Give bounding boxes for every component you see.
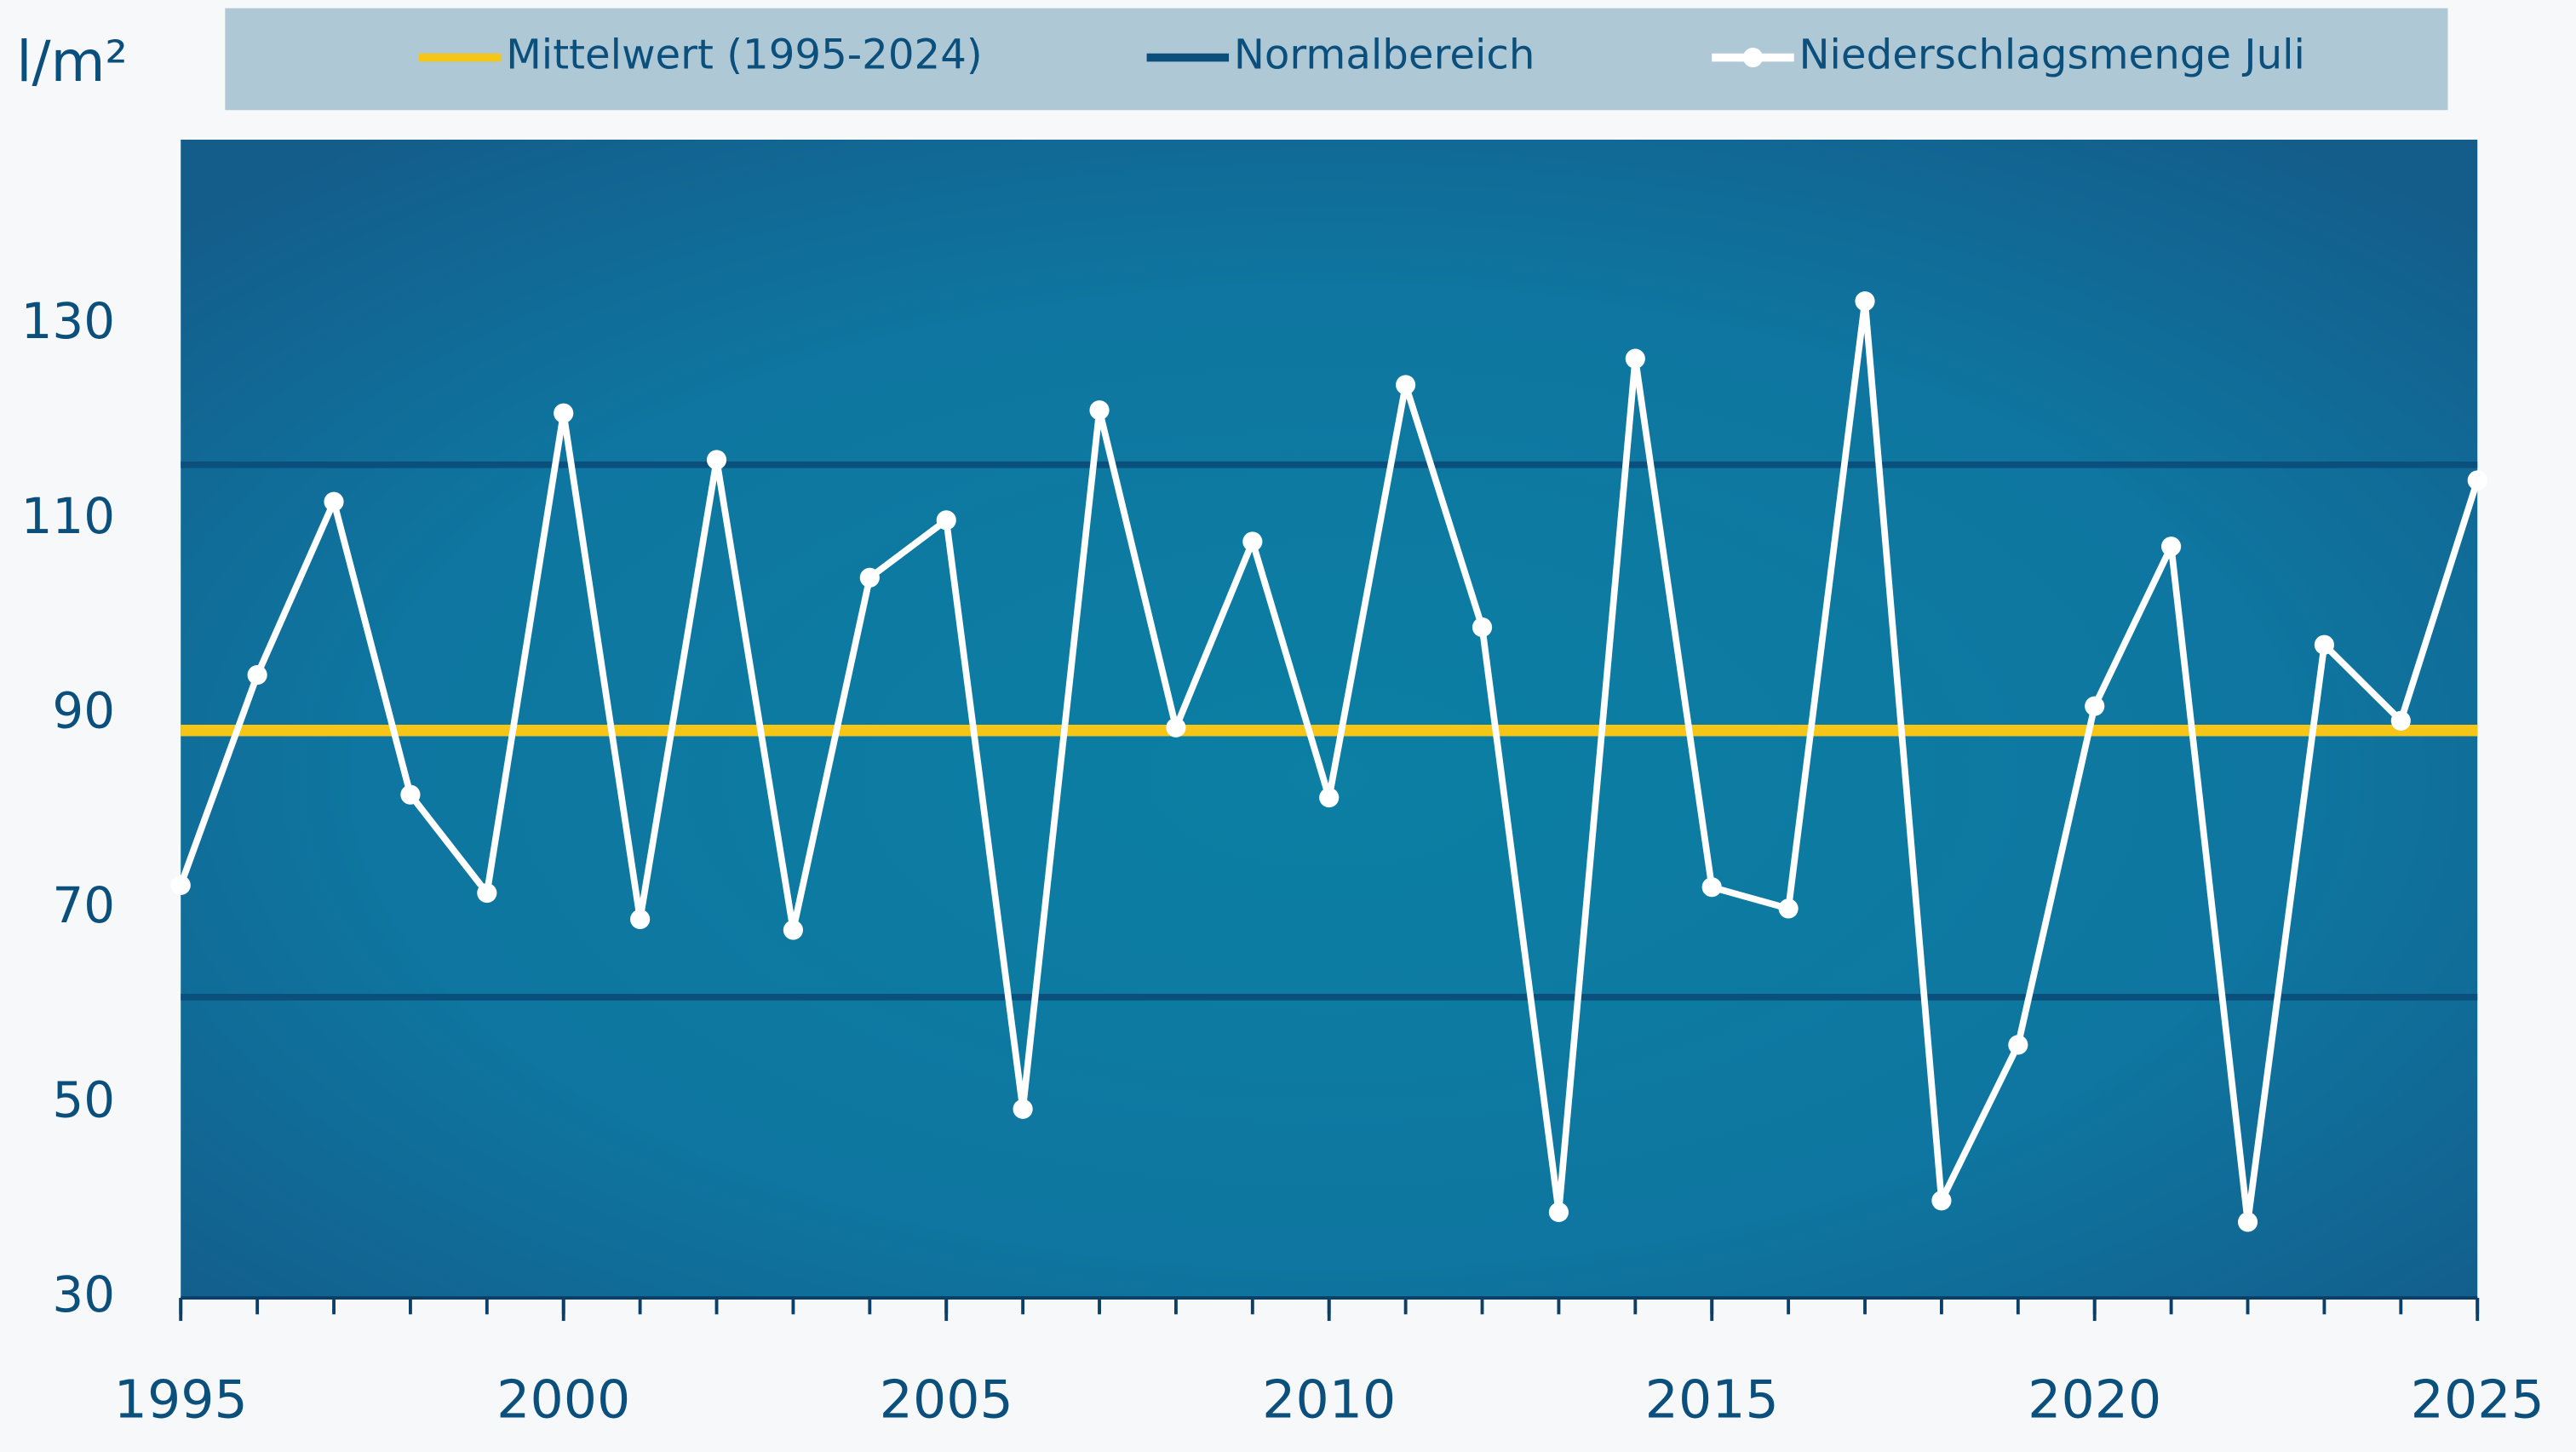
data-point: [1166, 717, 1186, 737]
data-point: [1855, 291, 1875, 312]
y-tick-label: 30: [52, 1265, 115, 1323]
data-point: [630, 909, 651, 930]
data-point: [324, 491, 344, 512]
y-tick-label: 50: [52, 1071, 115, 1129]
y-axis-label: l/m²: [16, 30, 127, 95]
data-point: [170, 875, 191, 896]
data-point: [1778, 898, 1799, 919]
x-tick-label: 2010: [1262, 1369, 1396, 1431]
legend-label: Mittelwert (1995-2024): [506, 32, 982, 79]
data-point: [1089, 400, 1110, 421]
data-point: [1548, 1202, 1569, 1223]
data-point: [1319, 788, 1340, 808]
data-point: [554, 403, 574, 423]
legend-label: Normalbereich: [1234, 32, 1535, 79]
data-point: [1931, 1191, 1952, 1211]
data-point: [706, 450, 727, 470]
data-point: [1013, 1099, 1033, 1119]
data-point: [1242, 531, 1263, 552]
data-point: [859, 567, 880, 588]
data-point: [2314, 634, 2334, 655]
data-point: [2008, 1035, 2028, 1055]
data-point: [2085, 696, 2105, 716]
y-tick-label: 130: [21, 292, 115, 350]
data-point: [2467, 470, 2487, 491]
data-point: [1625, 348, 1645, 369]
x-tick-label: 2020: [2028, 1369, 2161, 1431]
y-tick-label: 110: [21, 487, 115, 545]
y-tick-label: 70: [52, 876, 115, 934]
x-tick-label: 2025: [2411, 1369, 2544, 1431]
data-point: [400, 784, 421, 805]
data-point: [477, 883, 497, 904]
plot-area: [181, 139, 2478, 1299]
data-point: [783, 920, 804, 940]
data-point: [936, 510, 956, 531]
legend-box: [225, 8, 2448, 111]
data-point: [1701, 877, 1722, 898]
x-tick-label: 2000: [496, 1369, 630, 1431]
data-point: [2161, 537, 2182, 557]
x-tick-label: 2005: [880, 1369, 1013, 1431]
legend-marker: [1742, 47, 1764, 68]
data-point: [2390, 710, 2411, 731]
y-tick-label: 90: [52, 681, 115, 739]
data-point: [1396, 375, 1416, 395]
x-tick-label: 2015: [1645, 1369, 1779, 1431]
data-point: [1472, 617, 1493, 638]
data-point: [2237, 1212, 2258, 1232]
legend-label: Niederschlagsmenge Juli: [1799, 32, 2304, 79]
data-point: [247, 665, 267, 686]
x-tick-label: 1995: [114, 1369, 248, 1431]
